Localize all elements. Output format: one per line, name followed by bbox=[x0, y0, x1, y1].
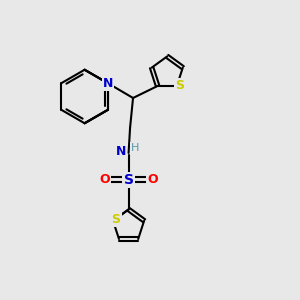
Text: N: N bbox=[103, 76, 113, 90]
Text: H: H bbox=[131, 142, 139, 153]
Text: S: S bbox=[112, 213, 121, 226]
Text: O: O bbox=[147, 173, 158, 186]
Text: S: S bbox=[124, 173, 134, 187]
Text: N: N bbox=[116, 145, 126, 158]
Text: S: S bbox=[175, 80, 184, 92]
Text: O: O bbox=[100, 173, 110, 186]
